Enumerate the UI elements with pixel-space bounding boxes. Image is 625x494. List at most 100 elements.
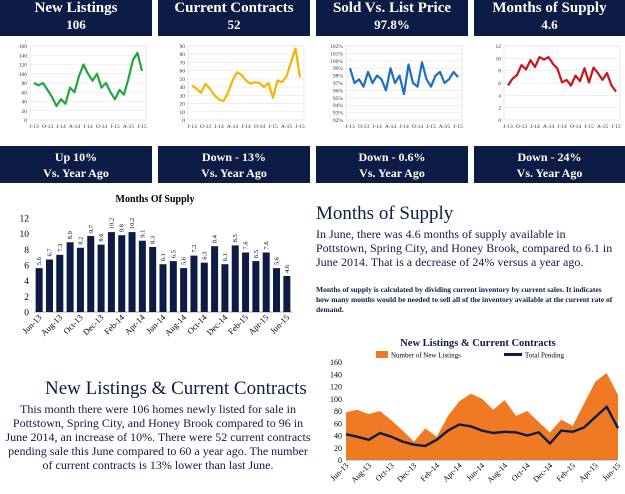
y-tick-label: 90	[180, 44, 186, 50]
bar-value-label: 6.1	[222, 253, 229, 261]
bar	[76, 247, 84, 312]
header-months-of-supply: Months of Supply 4.6	[474, 0, 625, 36]
change-new-listings: Up 10% Vs. Year Ago	[0, 146, 152, 183]
change-value: Down - 24%	[517, 150, 582, 164]
x-tick-label: O-13	[358, 124, 370, 130]
x-tick-label: J-15	[110, 124, 120, 130]
change-label: Vs. Year Ago	[43, 166, 109, 180]
change-label: Vs. Year Ago	[516, 166, 583, 180]
y-tick-label: 4	[24, 277, 29, 287]
legend-swatch-listings	[376, 351, 388, 358]
supply-note: Months of supply is calculated by dividi…	[316, 285, 613, 314]
change-value: Down - 0.6%	[358, 150, 426, 164]
x-tick-label: O-13	[516, 124, 528, 130]
bar-value-label: 9.7	[88, 224, 95, 233]
bar	[128, 232, 136, 312]
y-tick-label: 10	[20, 230, 30, 240]
x-tick-label: A-14	[227, 124, 239, 130]
change-months-supply: Down - 24% Vs. Year Ago	[474, 146, 625, 183]
y-tick-label: 99%	[333, 66, 344, 72]
x-tick-label: J-15	[426, 124, 436, 130]
x-tick-label: J-13	[345, 124, 355, 130]
bar-value-label: 10.2	[129, 218, 136, 229]
x-tick-label: Apr-15	[246, 312, 270, 336]
x-tick-label: Dec-14	[531, 461, 554, 484]
change-label: Vs. Year Ago	[359, 166, 425, 180]
y-tick-label: 0	[182, 118, 185, 124]
x-tick-label: J-13	[187, 124, 197, 130]
x-tick-label: Oct-13	[374, 461, 396, 483]
change-value: Down - 13%	[201, 150, 266, 164]
bar-value-label: 8.9	[67, 231, 74, 239]
x-tick-label: J-15	[453, 124, 463, 130]
bar-value-label: 9.8	[119, 224, 126, 232]
bar	[138, 240, 146, 312]
bar	[180, 268, 188, 312]
bar	[273, 268, 281, 312]
y-tick-label: 80	[22, 81, 28, 87]
y-tick-label: 20	[22, 109, 28, 115]
chart-title: Months Of Supply	[116, 194, 195, 205]
y-tick-label: 101%	[330, 51, 343, 57]
y-tick-label: 70	[180, 60, 186, 66]
x-tick-label: J-14	[214, 124, 224, 130]
bar	[35, 268, 43, 312]
series-line	[191, 47, 302, 103]
change-label: Vs. Year Ago	[201, 166, 267, 180]
y-tick-label: 20	[334, 444, 342, 453]
y-tick-label: 80	[334, 407, 342, 416]
header-new-listings: New Listings 106	[0, 0, 152, 36]
bar-value-label: 8.2	[77, 237, 84, 245]
panel-value: 52	[227, 17, 241, 32]
legend-label-pending: Total Pending	[525, 352, 564, 360]
bar	[45, 259, 53, 312]
x-tick-label: Jun-15	[601, 461, 623, 483]
change-current-contracts: Down - 13% Vs. Year Ago	[158, 146, 310, 183]
y-tick-label: 100	[19, 72, 28, 78]
y-tick-label: 12	[496, 44, 502, 50]
y-tick-label: 50	[180, 77, 186, 83]
bar	[159, 264, 167, 312]
bar-value-label: 8.3	[150, 236, 157, 244]
x-tick-label: O-13	[42, 124, 54, 130]
y-tick-label: 100%	[330, 59, 343, 65]
plot-area	[187, 45, 305, 121]
bar-value-label: 7.2	[191, 244, 198, 252]
x-tick-label: J-13	[29, 124, 39, 130]
bar-value-label: 6.7	[46, 248, 53, 257]
y-tick-label: 60	[180, 69, 186, 75]
bar	[262, 252, 270, 312]
x-tick-label: O-14	[570, 124, 582, 130]
y-tick-label: 6	[24, 262, 29, 272]
x-tick-label: J-14	[56, 124, 66, 130]
listings-body: This month there were 106 homes newly li…	[5, 402, 311, 472]
x-tick-label: J-15	[584, 124, 594, 130]
x-tick-label: O-14	[412, 124, 424, 130]
x-tick-label: Aug-13	[39, 312, 64, 337]
panel-title: Current Contracts	[174, 0, 294, 16]
x-tick-label: O-14	[254, 124, 266, 130]
bar	[66, 242, 74, 312]
x-tick-label: A-15	[439, 124, 451, 130]
bar-value-label: 8.6	[98, 233, 105, 242]
y-tick-label: 40	[180, 85, 186, 91]
y-tick-label: 6	[498, 81, 501, 87]
bar-value-label: 10.2	[108, 218, 115, 229]
bar-value-label: 8.4	[212, 234, 219, 243]
x-tick-label: Aug-13	[349, 461, 373, 485]
bar-value-label: 5.6	[36, 256, 43, 265]
line-total-pending	[345, 405, 620, 448]
bar	[107, 232, 115, 312]
series-line	[33, 51, 144, 108]
bar-value-label: 9.1	[139, 230, 146, 238]
bar	[211, 246, 219, 312]
panel-title: New Listings	[34, 0, 118, 16]
x-tick-label: J-13	[503, 124, 513, 130]
y-tick-label: 8	[498, 69, 501, 75]
x-tick-label: A-14	[543, 124, 555, 130]
x-tick-label: Dec-14	[205, 312, 230, 337]
bar-value-label: 5.6	[274, 256, 281, 265]
header-current-contracts: Current Contracts 52	[158, 0, 310, 36]
y-tick-label: 60	[22, 90, 28, 96]
